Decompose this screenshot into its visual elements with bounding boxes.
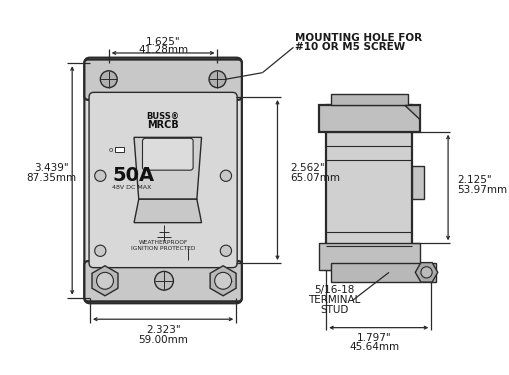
Polygon shape [134, 137, 201, 199]
Bar [412, 166, 423, 199]
Text: 45.64mm: 45.64mm [348, 342, 399, 352]
Bar [326, 105, 412, 270]
Circle shape [95, 170, 106, 182]
Text: BUSS®: BUSS® [146, 112, 179, 121]
Polygon shape [210, 266, 236, 296]
Text: 48V DC MAX: 48V DC MAX [112, 186, 152, 190]
Bar [115, 147, 124, 152]
FancyBboxPatch shape [89, 92, 237, 268]
Text: 2.562": 2.562" [290, 163, 325, 173]
Bar [318, 243, 419, 270]
Bar [318, 105, 419, 132]
Text: MRCB: MRCB [147, 120, 179, 130]
Text: 2.323": 2.323" [146, 326, 180, 336]
Circle shape [95, 245, 106, 256]
FancyBboxPatch shape [84, 60, 241, 100]
Circle shape [96, 272, 113, 289]
Text: 87.35mm: 87.35mm [26, 172, 76, 183]
Polygon shape [414, 262, 437, 282]
Text: #10 OR M5 SCREW: #10 OR M5 SCREW [295, 42, 405, 52]
Polygon shape [404, 105, 419, 120]
Circle shape [420, 267, 431, 278]
FancyBboxPatch shape [84, 58, 241, 303]
Text: IGNITION PROTECTED: IGNITION PROTECTED [131, 246, 195, 251]
Text: 41.28mm: 41.28mm [138, 45, 188, 55]
Text: 59.00mm: 59.00mm [138, 335, 188, 345]
Circle shape [214, 272, 231, 289]
Bar [330, 263, 435, 282]
Circle shape [154, 272, 173, 290]
Polygon shape [92, 266, 118, 296]
Text: 1.797": 1.797" [356, 333, 390, 343]
Text: WEATHERPROOF: WEATHERPROOF [138, 240, 187, 245]
Polygon shape [134, 199, 201, 223]
Text: STUD: STUD [320, 305, 348, 315]
Text: 1.625": 1.625" [146, 37, 180, 47]
Circle shape [100, 71, 117, 88]
Text: 3.439": 3.439" [34, 163, 69, 173]
Text: 50A: 50A [112, 166, 154, 185]
Circle shape [209, 71, 225, 88]
Text: MOUNTING HOLE FOR: MOUNTING HOLE FOR [295, 33, 421, 43]
Text: o: o [108, 147, 112, 153]
Text: 2.125": 2.125" [457, 176, 491, 186]
Text: 65.07mm: 65.07mm [290, 172, 340, 183]
FancyBboxPatch shape [142, 138, 193, 170]
Text: 53.97mm: 53.97mm [457, 185, 506, 195]
Circle shape [220, 245, 231, 256]
Text: 5/16-18: 5/16-18 [314, 285, 354, 295]
Circle shape [220, 170, 231, 182]
FancyBboxPatch shape [84, 261, 241, 302]
Bar [330, 94, 407, 105]
Text: TERMINAL: TERMINAL [308, 296, 360, 306]
